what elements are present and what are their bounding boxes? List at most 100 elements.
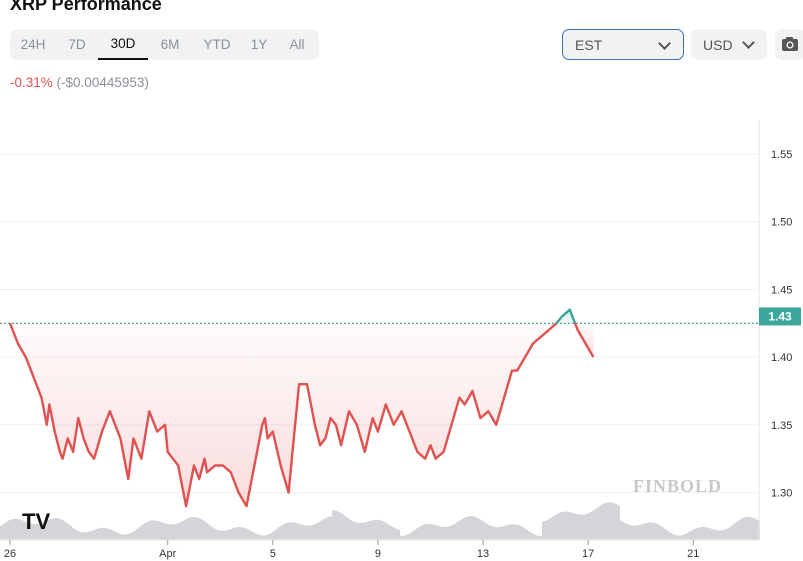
area-fills: [10, 309, 594, 507]
volume-bar: [132, 531, 134, 540]
volume-bar: [594, 509, 596, 540]
volume-bar: [566, 511, 568, 540]
volume-bar: [152, 520, 154, 540]
volume-bar: [66, 522, 68, 540]
volume-bar: [734, 523, 736, 540]
volume-bar: [162, 522, 164, 540]
volume-bar: [718, 530, 720, 540]
volume-bar: [404, 535, 406, 540]
volume-bar: [26, 522, 28, 540]
volume-bar: [4, 522, 6, 540]
volume-bar: [328, 516, 330, 540]
volume-bar: [552, 516, 554, 540]
volume-bar: [284, 523, 286, 540]
volume-bar: [630, 525, 632, 540]
volume-bar: [742, 517, 744, 540]
volume-bar: [632, 525, 634, 540]
volume-bar: [592, 510, 594, 540]
volume-bar: [614, 503, 616, 540]
volume-bar: [502, 526, 504, 540]
volume-bar: [90, 531, 92, 540]
volume-bar: [272, 531, 274, 540]
volume-bar: [52, 518, 54, 540]
volume-bar: [256, 533, 258, 540]
volume-bar: [650, 522, 652, 540]
current-price-tag: 1.43: [759, 307, 801, 326]
volume-bar: [230, 528, 232, 540]
volume-bar: [470, 516, 472, 540]
volume-bar: [54, 518, 56, 540]
tradingview-logo: TV: [22, 509, 50, 534]
range-7d[interactable]: 7D: [68, 37, 86, 52]
volume-bar: [610, 502, 612, 540]
volume-bar: [698, 527, 700, 540]
volume-bar: [120, 533, 122, 540]
currency-select[interactable]: USD: [691, 29, 767, 60]
currency-value: USD: [703, 36, 733, 53]
range-all[interactable]: All: [289, 37, 305, 52]
volume-bar: [530, 532, 532, 540]
volume-bar: [134, 530, 136, 540]
volume-bar: [294, 522, 296, 540]
page-title: XRP Performance: [10, 0, 162, 14]
range-ytd[interactable]: YTD: [203, 37, 231, 52]
range-6m[interactable]: 6M: [160, 37, 180, 52]
volume-bar: [418, 527, 420, 540]
volume-bar: [20, 519, 22, 540]
volume-bar: [174, 524, 176, 540]
volume-bar: [186, 518, 188, 540]
range-1y[interactable]: 1Y: [250, 37, 268, 52]
volume-bar: [48, 519, 50, 540]
volume-bar: [526, 529, 528, 540]
y-tick-label: 1.50: [771, 217, 792, 229]
volume-bar: [646, 522, 648, 540]
volume-bar: [38, 523, 40, 540]
volume-bar: [248, 529, 250, 540]
screenshot-button[interactable]: [775, 29, 803, 60]
volume-bar: [410, 532, 412, 540]
volume-bar: [246, 528, 248, 540]
volume-bar: [72, 527, 74, 540]
volume-bar: [138, 527, 140, 540]
volume-bar: [390, 525, 392, 540]
volume-bar: [128, 533, 130, 540]
volume-bar: [730, 526, 732, 540]
volume-bar: [620, 520, 622, 540]
volume-bar: [336, 511, 338, 540]
volume-bar: [56, 518, 58, 540]
volume-bar: [100, 527, 102, 540]
volume-bar: [102, 527, 104, 540]
volume-bar: [706, 527, 708, 540]
price-lines: [8, 308, 595, 508]
volume-bar: [510, 524, 512, 540]
timezone-select[interactable]: EST: [562, 29, 684, 60]
volume-bar: [268, 534, 270, 540]
volume-bar: [150, 520, 152, 540]
volume-bar: [184, 519, 186, 540]
volume-bar: [680, 535, 682, 540]
volume-bar: [160, 521, 162, 540]
x-tick-label: 5: [270, 548, 276, 560]
volume-bar: [626, 523, 628, 540]
volume-bar: [602, 503, 604, 540]
range-30d[interactable]: 30D: [98, 29, 148, 60]
volume-bar: [474, 516, 476, 540]
volume-bar: [346, 517, 348, 540]
y-tick-label: 1.40: [771, 352, 792, 364]
volume-bar: [10, 519, 12, 540]
camera-icon: [782, 37, 798, 51]
volume-bar: [664, 528, 666, 540]
volume-bar: [282, 524, 284, 540]
volume-bar: [600, 505, 602, 540]
volume-bar: [206, 523, 208, 540]
volume-bar: [42, 522, 44, 540]
range-24h[interactable]: 24H: [20, 37, 46, 52]
volume-bar: [358, 522, 360, 540]
volume-bar: [374, 519, 376, 540]
volume-bar: [50, 518, 52, 540]
volume-bar: [568, 511, 570, 540]
volume-bar: [482, 521, 484, 540]
volume-bar: [192, 517, 194, 540]
volume-bar: [690, 530, 692, 540]
volume-bar: [182, 520, 184, 540]
